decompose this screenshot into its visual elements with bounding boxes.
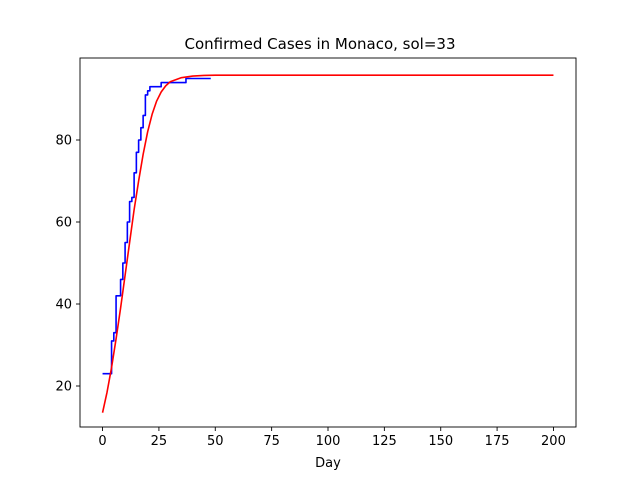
y-tick-label-0: 20 [55,380,72,395]
x-tick-label-8: 200 [541,434,566,449]
x-tick-label-3: 75 [263,434,280,449]
x-tick-label-2: 50 [207,434,224,449]
x-tick-label-7: 175 [485,434,510,449]
x-tick-label-0: 0 [98,434,106,449]
chart-title: Confirmed Cases in Monaco, sol=33 [185,35,456,53]
series-line-0 [102,77,211,375]
x-tick-label-4: 100 [316,434,341,449]
x-tick-label-6: 150 [428,434,453,449]
series-layer [101,74,554,413]
plot-area [80,58,576,427]
y-tick-label-3: 80 [55,134,72,149]
x-tick-label-5: 125 [372,434,397,449]
axes-layer: 0 25 50 75 100 125 150 175 200 20 40 60 80 [55,57,577,449]
y-tick-label-2: 60 [55,216,72,231]
series-line-1 [101,74,554,413]
x-axis-label: Day [315,456,341,471]
y-tick-label-1: 40 [55,298,72,313]
x-tick-label-1: 25 [151,434,168,449]
